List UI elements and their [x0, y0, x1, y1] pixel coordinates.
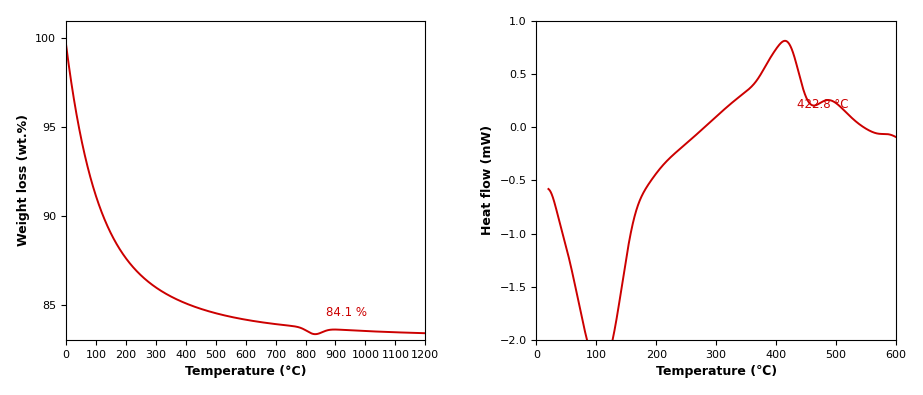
Text: 84.1 %: 84.1 %: [327, 306, 367, 319]
X-axis label: Temperature (℃): Temperature (℃): [655, 365, 777, 378]
Y-axis label: Heat flow (mW): Heat flow (mW): [481, 125, 494, 235]
Y-axis label: Weight loss (wt.%): Weight loss (wt.%): [17, 115, 30, 246]
X-axis label: Temperature (°C): Temperature (°C): [185, 365, 306, 378]
Text: 422.8 °C: 422.8 °C: [797, 98, 848, 111]
